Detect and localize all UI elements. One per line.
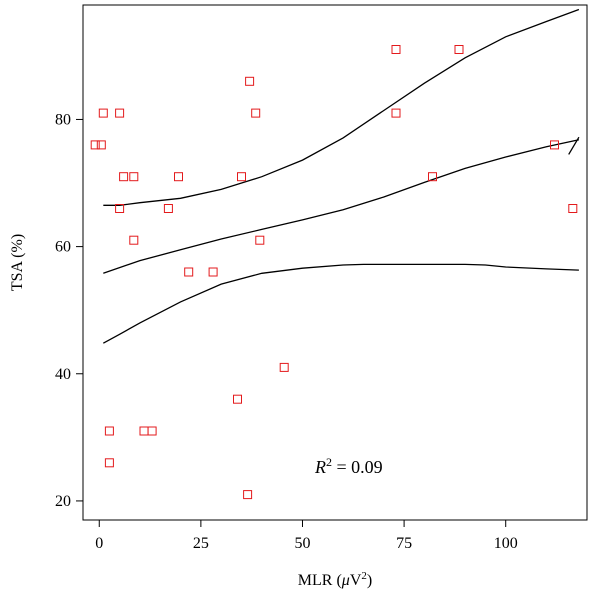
data-point (391, 108, 401, 118)
data-point (104, 458, 114, 468)
data-point (568, 204, 578, 213)
data-point (279, 362, 289, 372)
data-point (147, 426, 157, 436)
data-point (115, 108, 125, 118)
curve-2 (103, 8, 580, 206)
x-axis: 0 25 50 75 100 (95, 520, 518, 552)
data-point (96, 140, 106, 150)
xlabel-mu: μ (341, 572, 350, 589)
y-axis: 20 40 60 80 (55, 111, 83, 510)
data-point (208, 267, 218, 277)
data-point (428, 172, 437, 182)
r-squared-annotation: R2 = 0.09 (314, 455, 383, 477)
y-tick-label: 60 (55, 239, 71, 256)
data-point (98, 108, 108, 118)
data-point (454, 45, 464, 54)
data-point (129, 172, 139, 182)
data-point (251, 108, 261, 118)
xlabel-main: MLR ( (298, 572, 342, 589)
x-tick-label: 100 (494, 535, 518, 552)
data-point (243, 490, 253, 500)
annotation-italic: R (314, 457, 326, 477)
data-point (139, 426, 149, 436)
annotation-sup: 2 (326, 455, 332, 469)
xlabel-close: ) (367, 572, 372, 589)
xlabel-unit: V (350, 572, 362, 589)
data-point (237, 172, 246, 182)
marker-group (90, 45, 578, 500)
data-point (245, 76, 255, 86)
data-point (129, 235, 139, 245)
x-tick-label: 25 (193, 535, 209, 552)
curve-group (102, 8, 580, 344)
data-point (184, 267, 194, 277)
curve-3 (102, 263, 579, 344)
data-point (119, 172, 129, 182)
annotation-rest: = 0.09 (332, 457, 383, 477)
data-point (391, 45, 401, 54)
y-tick-label: 40 (55, 366, 71, 383)
plot-frame (82, 4, 588, 521)
y-axis-label: TSA (%) (9, 234, 26, 291)
x-tick-label: 50 (294, 535, 310, 552)
data-point (90, 140, 100, 150)
data-point (174, 172, 183, 182)
data-point (550, 140, 559, 150)
data-point (233, 394, 242, 404)
xlabel-sup: 2 (361, 570, 367, 582)
data-point (255, 235, 265, 245)
curve-4 (568, 136, 580, 155)
y-tick-label: 20 (55, 493, 71, 510)
curve-1 (103, 139, 580, 274)
x-tick-label: 0 (95, 535, 103, 552)
data-point (163, 204, 173, 213)
x-axis-label: MLR (μV2) (298, 570, 372, 589)
x-tick-label: 75 (396, 535, 412, 552)
data-point (104, 426, 114, 436)
data-point (115, 204, 125, 213)
y-tick-label: 80 (55, 111, 71, 128)
